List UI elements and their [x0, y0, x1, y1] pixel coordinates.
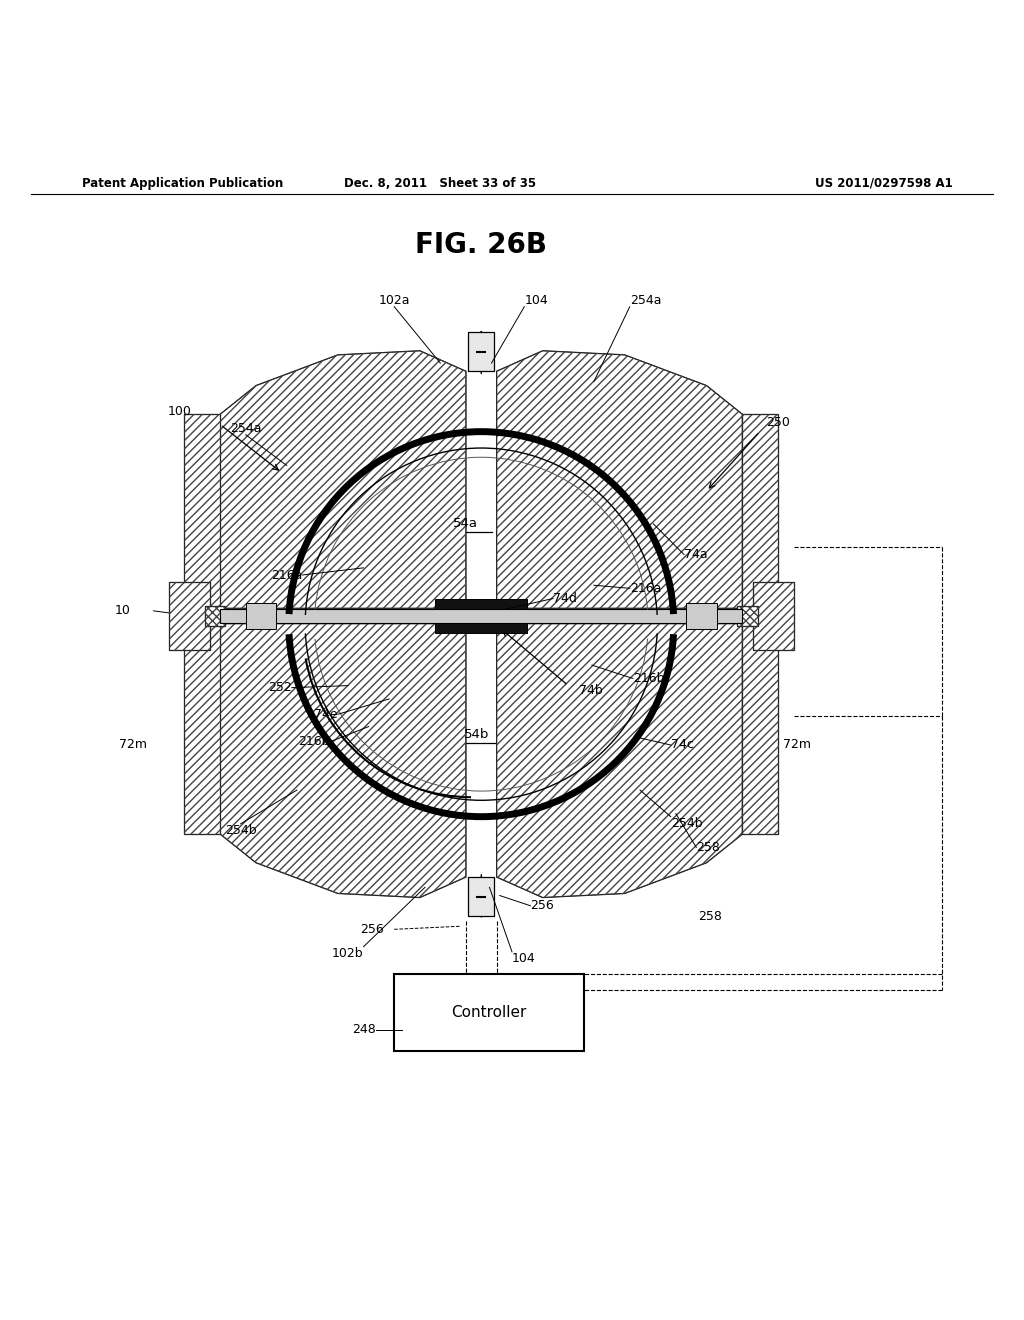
Polygon shape: [753, 582, 794, 649]
Text: 216b: 216b: [298, 735, 330, 748]
Text: US 2011/0297598 A1: US 2011/0297598 A1: [814, 177, 952, 190]
Text: 54a: 54a: [454, 517, 478, 531]
Text: 216a: 216a: [630, 582, 662, 595]
Polygon shape: [184, 414, 220, 609]
Text: 10: 10: [115, 605, 131, 618]
Text: 72m: 72m: [783, 738, 811, 751]
Text: 256: 256: [530, 899, 554, 912]
Text: 250: 250: [766, 416, 790, 429]
Polygon shape: [737, 606, 758, 626]
Polygon shape: [220, 351, 466, 609]
Text: 100: 100: [167, 405, 191, 417]
Text: 258: 258: [698, 909, 722, 923]
Polygon shape: [468, 333, 494, 371]
Text: 248: 248: [352, 1023, 376, 1036]
Text: 254a: 254a: [630, 294, 662, 306]
Text: 254b: 254b: [225, 824, 256, 837]
Text: 256: 256: [360, 923, 384, 936]
Text: 216b: 216b: [633, 672, 665, 685]
Text: 104: 104: [524, 294, 548, 306]
Polygon shape: [220, 623, 466, 898]
Polygon shape: [497, 623, 742, 898]
Polygon shape: [742, 623, 778, 834]
Polygon shape: [205, 606, 225, 626]
Bar: [686, 603, 717, 628]
Text: 102a: 102a: [379, 294, 410, 306]
Text: 104: 104: [512, 952, 536, 965]
Text: 72m: 72m: [119, 738, 147, 751]
Text: 102b: 102b: [332, 946, 364, 960]
Text: 74a: 74a: [684, 548, 708, 561]
Polygon shape: [169, 582, 210, 649]
Text: 74d: 74d: [553, 593, 577, 605]
Bar: [394, 974, 584, 1051]
Bar: [435, 599, 527, 610]
Polygon shape: [742, 414, 778, 609]
Bar: [220, 610, 742, 623]
Text: 254b: 254b: [671, 817, 702, 830]
Text: 74b: 74b: [579, 684, 602, 697]
Text: 254a: 254a: [230, 421, 261, 434]
Text: Dec. 8, 2011   Sheet 33 of 35: Dec. 8, 2011 Sheet 33 of 35: [344, 177, 537, 190]
Polygon shape: [184, 623, 220, 834]
Bar: [246, 603, 276, 628]
Text: 258: 258: [696, 841, 720, 854]
Polygon shape: [497, 351, 742, 609]
Bar: [435, 623, 527, 632]
Text: 74c: 74c: [671, 738, 693, 751]
Text: Controller: Controller: [452, 1006, 526, 1020]
Text: 252: 252: [268, 681, 292, 694]
Text: FIG. 26B: FIG. 26B: [416, 231, 547, 259]
Text: 216a: 216a: [270, 569, 302, 582]
Polygon shape: [468, 876, 494, 916]
Text: Patent Application Publication: Patent Application Publication: [82, 177, 284, 190]
Text: 74e: 74e: [314, 708, 338, 721]
Text: 54b: 54b: [464, 729, 488, 742]
